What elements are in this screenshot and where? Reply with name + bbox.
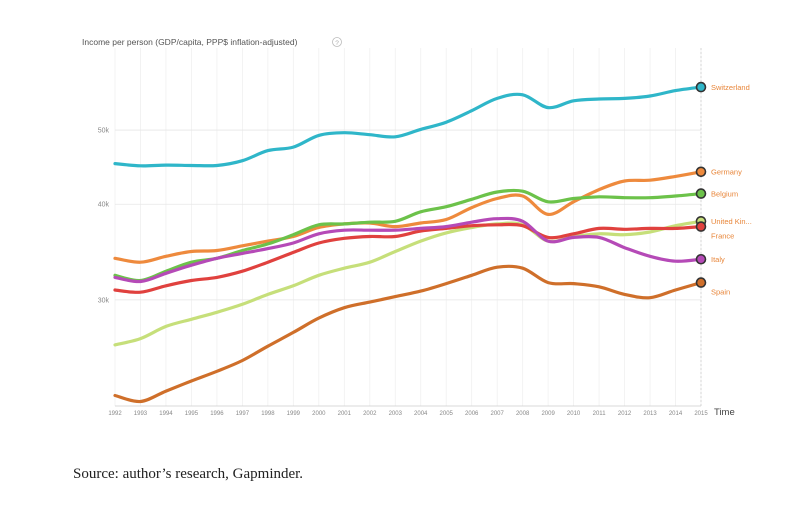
- x-tick-label: 1997: [236, 411, 250, 417]
- x-tick-label: 2008: [516, 411, 530, 417]
- svg-text:?: ?: [335, 40, 339, 47]
- series-label-italy: Italy: [711, 255, 725, 264]
- x-axis-title: Time: [714, 407, 735, 418]
- endpoint-marker-france[interactable]: [695, 221, 707, 232]
- series-lines: [113, 85, 703, 404]
- x-tick-labels: 1992 1993 1994 1995 1996 1997 1998 1999 2000 2001…: [108, 411, 708, 417]
- series-label-germany: Germany: [711, 168, 742, 177]
- endpoint-marker-spain[interactable]: [695, 277, 707, 288]
- x-tick-label: 2003: [389, 411, 403, 417]
- x-tick-label: 1992: [108, 411, 122, 417]
- y-axis-title: Income per person (GDP/capita, PPP$ infl…: [82, 37, 298, 47]
- endpoint-marker-italy[interactable]: [695, 253, 707, 265]
- source-caption: Source: author’s research, Gapminder.: [73, 466, 304, 482]
- series-line-italy: [113, 216, 703, 284]
- endpoint-marker-germany[interactable]: [695, 166, 707, 178]
- x-tick-label: 2009: [541, 411, 555, 417]
- series-endpoints: [695, 81, 707, 288]
- series-line-united-kin: [113, 219, 703, 347]
- x-tick-label: 2011: [593, 411, 607, 417]
- x-tick-label: 2007: [490, 411, 504, 417]
- x-tick-label: 2015: [694, 411, 708, 417]
- series-label-switzerland: Switzerland: [711, 83, 750, 92]
- series-line-spain: [113, 264, 703, 404]
- y-tick-label: 50k: [98, 128, 110, 135]
- x-tick-label: 2012: [618, 411, 632, 417]
- series-label-united-kin: United Kin...: [711, 217, 752, 226]
- series-line-germany: [113, 170, 703, 264]
- y-tick-label: 40k: [98, 202, 110, 209]
- x-tick-label: 1994: [159, 411, 173, 417]
- grid-lines: [114, 48, 702, 407]
- series-label-spain: Spain: [711, 287, 730, 296]
- series-labels: Switzerland Germany Belgium United Kin... Fr…: [711, 83, 752, 297]
- x-tick-label: 2014: [669, 411, 683, 417]
- x-tick-label: 1996: [210, 411, 224, 417]
- x-tick-label: 1998: [261, 411, 275, 417]
- series-label-france: France: [711, 231, 734, 240]
- x-tick-label: 2010: [567, 411, 581, 417]
- x-tick-label: 2013: [643, 411, 657, 417]
- x-tick-label: 1993: [134, 411, 148, 417]
- x-tick-label: 1995: [185, 411, 199, 417]
- x-tick-label: 2001: [338, 411, 352, 417]
- x-tick-label: 1999: [287, 411, 301, 417]
- question-mark-circle-icon[interactable]: ?: [332, 37, 342, 47]
- series-label-belgium: Belgium: [711, 189, 738, 198]
- endpoint-marker-belgium[interactable]: [695, 188, 707, 199]
- x-tick-label: 2006: [465, 411, 479, 417]
- x-tick-label: 2004: [414, 411, 428, 417]
- x-tick-label: 2002: [363, 411, 377, 417]
- x-tick-label: 2005: [440, 411, 454, 417]
- series-line-switzerland: [113, 85, 703, 168]
- y-tick-labels: 30k 40k 50k: [98, 128, 110, 305]
- x-tick-label: 2000: [312, 411, 326, 417]
- y-tick-label: 30k: [98, 297, 110, 304]
- series-line-france: [113, 222, 703, 294]
- endpoint-marker-switzerland[interactable]: [695, 81, 707, 93]
